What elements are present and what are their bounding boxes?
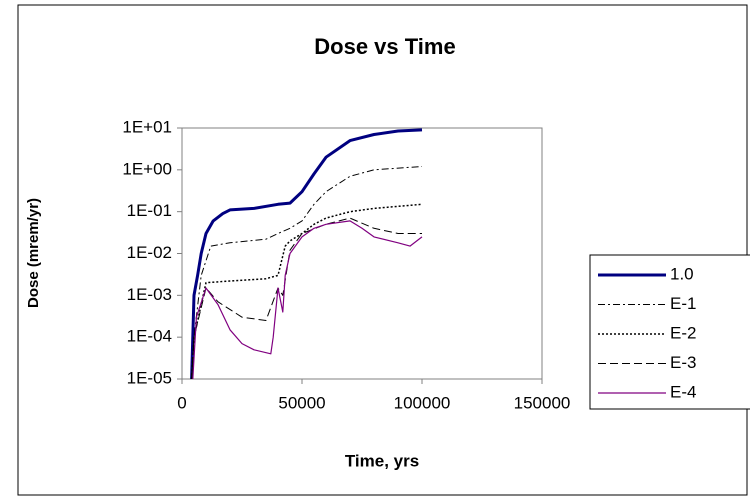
y-tick-label: 1E-03 xyxy=(127,285,172,304)
chart-frame xyxy=(17,4,748,496)
x-tick-label: 100000 xyxy=(394,393,451,412)
x-tick-label: 50000 xyxy=(278,393,325,412)
legend-label: 1.0 xyxy=(670,264,694,283)
x-tick-label: 150000 xyxy=(514,393,571,412)
legend-label: E-2 xyxy=(670,323,696,342)
x-tick-label: 0 xyxy=(177,393,186,412)
series-line xyxy=(192,220,423,380)
chart-title: Dose vs Time xyxy=(314,34,455,59)
legend-label: E-4 xyxy=(670,382,696,401)
legend-label: E-1 xyxy=(670,294,696,313)
series-line xyxy=(190,128,423,380)
series-line xyxy=(190,203,423,380)
y-tick-label: 1E+00 xyxy=(122,159,172,178)
y-tick-label: 1E+01 xyxy=(122,117,172,136)
legend-label: E-3 xyxy=(670,353,696,372)
y-tick-label: 1E-01 xyxy=(127,201,172,220)
legend xyxy=(589,254,750,410)
y-tick-label: 1E-02 xyxy=(127,243,172,262)
x-axis-label: Time, yrs xyxy=(345,451,419,470)
y-axis-label: Dose (mrem/yr) xyxy=(25,198,42,308)
y-tick-label: 1E-04 xyxy=(127,327,172,346)
series-line xyxy=(191,166,423,380)
y-tick-label: 1E-05 xyxy=(127,368,172,387)
